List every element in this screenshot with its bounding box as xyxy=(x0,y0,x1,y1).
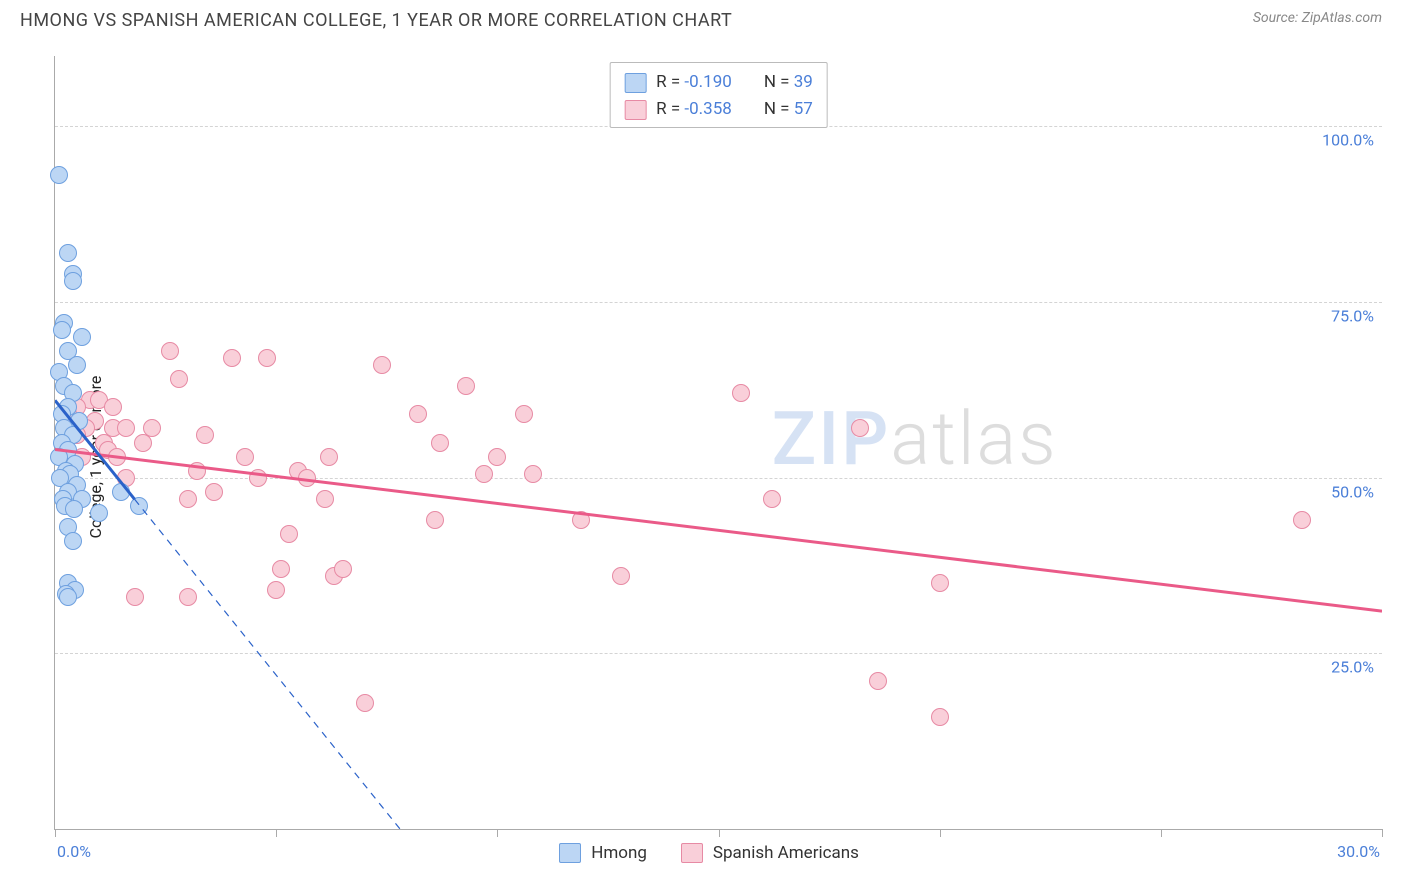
data-point xyxy=(931,708,949,726)
data-point xyxy=(90,504,108,522)
plot-area: ZIPatlas R = -0.190 N = 39 R = -0.358 N … xyxy=(54,56,1382,830)
data-point xyxy=(373,356,391,374)
data-point xyxy=(457,377,475,395)
stats-legend: R = -0.190 N = 39 R = -0.358 N = 57 xyxy=(609,62,828,128)
gridline xyxy=(55,653,1382,654)
data-point xyxy=(316,490,334,508)
swatch-hmong xyxy=(559,843,581,863)
series-legend: Hmong Spanish Americans xyxy=(559,843,859,863)
data-point xyxy=(65,500,83,518)
data-point xyxy=(515,405,533,423)
watermark: ZIPatlas xyxy=(772,396,1058,483)
data-point xyxy=(488,448,506,466)
data-point xyxy=(356,694,374,712)
data-point xyxy=(143,419,161,437)
y-tick-label: 50.0% xyxy=(1331,482,1374,501)
y-tick-label: 25.0% xyxy=(1331,658,1374,677)
y-tick-label: 100.0% xyxy=(1322,131,1374,150)
data-point xyxy=(851,419,869,437)
y-tick-label: 75.0% xyxy=(1331,306,1374,325)
data-point xyxy=(130,497,148,515)
chart-title: HMONG VS SPANISH AMERICAN COLLEGE, 1 YEA… xyxy=(20,10,732,31)
data-point xyxy=(524,465,542,483)
x-max-label: 30.0% xyxy=(1337,842,1380,861)
data-point xyxy=(236,448,254,466)
data-point xyxy=(572,511,590,529)
data-point xyxy=(334,560,352,578)
x-tick xyxy=(940,829,941,837)
x-tick xyxy=(497,829,498,837)
data-point xyxy=(161,342,179,360)
data-point xyxy=(1293,511,1311,529)
data-point xyxy=(117,419,135,437)
x-min-label: 0.0% xyxy=(57,842,91,861)
chart-container: College, 1 year or more ZIPatlas R = -0.… xyxy=(20,40,1386,874)
data-point xyxy=(179,490,197,508)
data-point xyxy=(258,349,276,367)
data-point xyxy=(59,244,77,262)
legend-item-spanish: Spanish Americans xyxy=(681,843,859,863)
x-tick xyxy=(1161,829,1162,837)
data-point xyxy=(223,349,241,367)
data-point xyxy=(64,272,82,290)
data-point xyxy=(320,448,338,466)
x-tick xyxy=(719,829,720,837)
data-point xyxy=(869,672,887,690)
data-point xyxy=(763,490,781,508)
stats-row-spanish: R = -0.358 N = 57 xyxy=(624,96,813,123)
data-point xyxy=(188,462,206,480)
data-point xyxy=(267,581,285,599)
data-point xyxy=(53,321,71,339)
swatch-hmong xyxy=(624,73,646,93)
data-point xyxy=(59,588,77,606)
x-tick xyxy=(55,829,56,837)
stats-row-hmong: R = -0.190 N = 39 xyxy=(624,69,813,96)
trend-line-hmong-extrapolated xyxy=(135,499,400,829)
data-point xyxy=(409,405,427,423)
data-point xyxy=(298,469,316,487)
data-point xyxy=(64,532,82,550)
data-point xyxy=(108,448,126,466)
x-tick xyxy=(1382,829,1383,837)
data-point xyxy=(112,483,130,501)
data-point xyxy=(931,574,949,592)
swatch-spanish xyxy=(624,100,646,120)
gridline xyxy=(55,302,1382,303)
data-point xyxy=(50,166,68,184)
data-point xyxy=(104,398,122,416)
legend-item-hmong: Hmong xyxy=(559,843,647,863)
x-tick xyxy=(276,829,277,837)
data-point xyxy=(475,465,493,483)
data-point xyxy=(205,483,223,501)
source-label: Source: ZipAtlas.com xyxy=(1253,10,1382,26)
data-point xyxy=(612,567,630,585)
data-point xyxy=(272,560,290,578)
data-point xyxy=(431,434,449,452)
data-point xyxy=(179,588,197,606)
trend-lines xyxy=(55,56,1382,829)
data-point xyxy=(73,328,91,346)
data-point xyxy=(196,426,214,444)
data-point xyxy=(126,588,144,606)
data-point xyxy=(249,469,267,487)
data-point xyxy=(732,384,750,402)
swatch-spanish xyxy=(681,843,703,863)
data-point xyxy=(68,356,86,374)
data-point xyxy=(170,370,188,388)
data-point xyxy=(280,525,298,543)
data-point xyxy=(426,511,444,529)
